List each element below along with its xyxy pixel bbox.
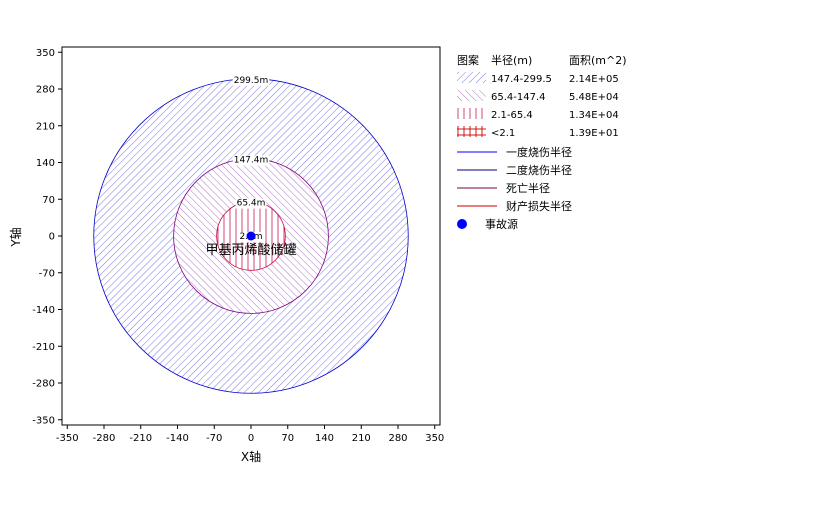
x-axis-label: X轴: [241, 449, 261, 464]
legend-area-1: 5.48E+04: [569, 92, 619, 103]
y-tick-label: -210: [32, 342, 55, 353]
x-axis: -350 -280 -210 -140 -70 0 70 140 210 280 350: [56, 425, 444, 444]
y-axis-label: Y轴: [8, 227, 23, 247]
legend-swatch-1: [457, 90, 486, 101]
legend-line-label-3: 财产损失半径: [506, 199, 572, 213]
y-tick-label: 350: [36, 48, 55, 59]
ring-label-1: 147.4m: [234, 156, 269, 166]
y-tick-label: -350: [32, 415, 55, 426]
x-tick-label: -140: [166, 433, 189, 444]
y-axis: 350 280 210 140 70 0 -70 -140 -210 -280 -350: [32, 48, 62, 426]
legend-line-label-0: 一度烧伤半径: [506, 145, 572, 159]
y-tick-label: 140: [36, 158, 55, 169]
x-tick-label: 280: [388, 433, 407, 444]
legend-radius-2: 2.1-65.4: [491, 110, 533, 121]
legend-radius-0: 147.4-299.5: [491, 74, 552, 85]
legend-swatch-0: [457, 72, 486, 83]
y-tick-label: 210: [36, 121, 55, 132]
legend-line-label-1: 二度烧伤半径: [506, 163, 572, 177]
legend-line-label-2: 死亡半径: [506, 181, 550, 195]
legend-area-2: 1.34E+04: [569, 110, 619, 121]
y-tick-label: -70: [39, 268, 55, 279]
accident-source-marker: [246, 231, 256, 241]
source-label: 甲基丙烯酸储罐: [205, 243, 296, 258]
y-tick-label: 0: [49, 232, 55, 243]
y-tick-label: 70: [42, 195, 55, 206]
ring-label-bg-0: [232, 75, 270, 86]
ring-label-0: 299.5m: [234, 76, 269, 86]
x-tick-label: -210: [129, 433, 152, 444]
legend-header-area: 面积(m^2): [569, 54, 627, 67]
legend-source-label: 事故源: [485, 217, 518, 231]
x-tick-label: 0: [248, 433, 254, 444]
x-tick-label: 70: [281, 433, 294, 444]
x-tick-label: 210: [352, 433, 371, 444]
legend: 图案 半径(m) 面积(m^2) 147.4-299.5 2.14E+05 65.4-14…: [457, 53, 627, 231]
y-tick-label: 280: [36, 85, 55, 96]
legend-header-pattern: 图案: [457, 53, 479, 67]
x-tick-label: -70: [206, 433, 222, 444]
legend-area-3: 1.39E+01: [569, 128, 619, 139]
ring-label-bg-2: [235, 198, 267, 209]
legend-swatch-3: [457, 126, 486, 137]
legend-source-marker: [457, 219, 467, 229]
legend-area-0: 2.14E+05: [569, 74, 619, 85]
ring-label-bg-1: [232, 155, 270, 166]
legend-swatch-2: [457, 108, 486, 119]
x-tick-label: -280: [93, 433, 116, 444]
legend-radius-3: <2.1: [491, 128, 515, 139]
legend-radius-1: 65.4-147.4: [491, 92, 546, 103]
legend-header-radius: 半径(m): [491, 53, 532, 67]
x-tick-label: -350: [56, 433, 79, 444]
x-tick-label: 350: [425, 433, 444, 444]
x-tick-label: 140: [315, 433, 334, 444]
y-tick-label: -280: [32, 379, 55, 390]
ring-label-2: 65.4m: [237, 199, 266, 209]
y-tick-label: -140: [32, 305, 55, 316]
